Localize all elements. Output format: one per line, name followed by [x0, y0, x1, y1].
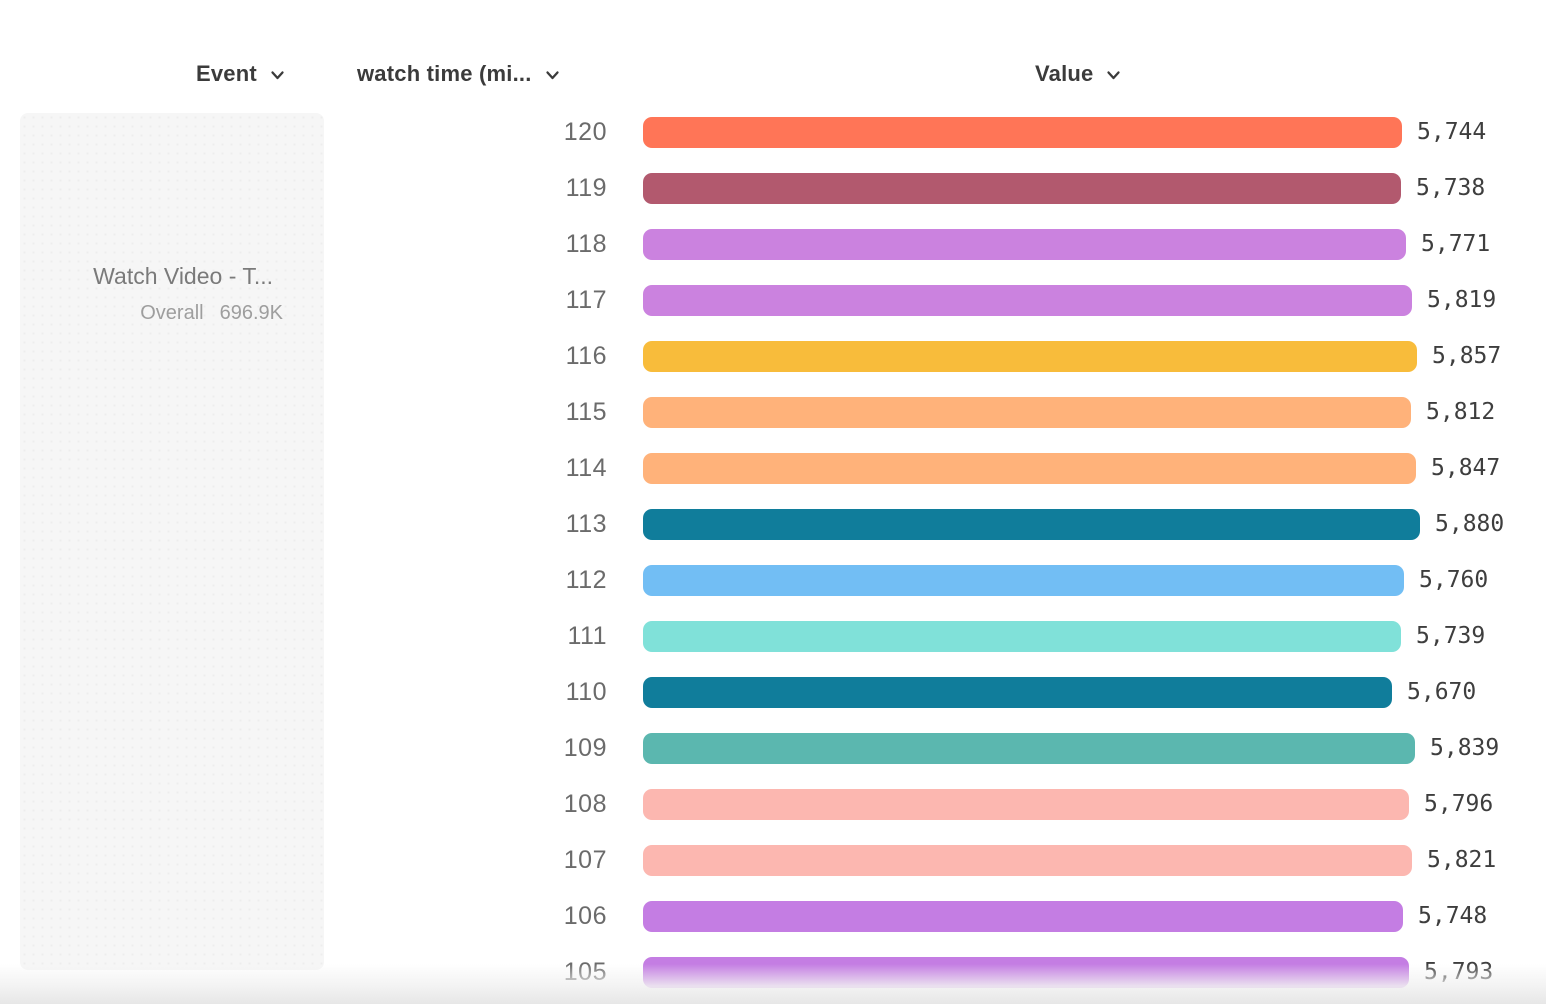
bar[interactable]	[643, 452, 1416, 484]
bar-row: 115 5,812	[0, 396, 1546, 428]
bar-row: 117 5,819	[0, 284, 1546, 316]
event-column-label: Event	[196, 61, 257, 86]
bar-row: 119 5,738	[0, 172, 1546, 204]
category-label: 115	[565, 397, 607, 426]
category-label: 107	[563, 845, 607, 874]
category-label: 108	[563, 789, 607, 818]
category-label: 106	[563, 901, 607, 930]
bar-row: 109 5,839	[0, 732, 1546, 764]
bar[interactable]	[643, 508, 1420, 540]
event-name[interactable]: Watch Video - T...	[93, 263, 273, 289]
bar[interactable]	[643, 732, 1415, 764]
bar-row: 111 5,739	[0, 620, 1546, 652]
bar-row: 108 5,796	[0, 788, 1546, 820]
bar[interactable]	[643, 564, 1404, 596]
value-label: 5,796	[1424, 790, 1494, 817]
value-label: 5,793	[1424, 958, 1494, 985]
event-column-header[interactable]: Event	[196, 58, 285, 90]
event-legend-panel: Watch Video - T... Overall 696.9K	[20, 113, 324, 970]
category-label: 114	[565, 453, 607, 482]
bar[interactable]	[643, 844, 1412, 876]
value-label: 5,670	[1407, 678, 1477, 705]
chevron-down-icon	[270, 68, 285, 83]
value-label: 5,738	[1416, 174, 1486, 201]
bar[interactable]	[643, 228, 1406, 260]
chevron-down-icon	[1106, 68, 1121, 83]
watch-time-column-header[interactable]: watch time (mi...	[357, 58, 560, 90]
value-label: 5,880	[1435, 510, 1505, 537]
value-label: 5,812	[1426, 398, 1496, 425]
value-label: 5,739	[1416, 622, 1486, 649]
value-label: 5,819	[1427, 286, 1497, 313]
value-label: 5,744	[1417, 118, 1487, 145]
overall-label: Overall	[140, 302, 204, 324]
category-label: 119	[565, 173, 607, 202]
bar-row: 110 5,670	[0, 676, 1546, 708]
bar-row: 114 5,847	[0, 452, 1546, 484]
bar-row: 106 5,748	[0, 900, 1546, 932]
bar[interactable]	[643, 788, 1409, 820]
bar-row: 107 5,821	[0, 844, 1546, 876]
bar-row: 105 5,793	[0, 956, 1546, 988]
overall-value: 696.9K	[219, 302, 283, 324]
bar[interactable]	[643, 116, 1402, 148]
bar[interactable]	[643, 900, 1403, 932]
category-label: 118	[565, 229, 607, 258]
bar[interactable]	[643, 172, 1401, 204]
bar[interactable]	[643, 284, 1412, 316]
bar-row: 118 5,771	[0, 228, 1546, 260]
bar[interactable]	[643, 340, 1417, 372]
value-column-header[interactable]: Value	[1035, 58, 1121, 90]
chevron-down-icon	[545, 68, 560, 83]
overall-summary: Overall 696.9K	[140, 302, 283, 325]
value-label: 5,771	[1421, 230, 1491, 257]
category-label: 117	[565, 285, 607, 314]
category-label: 116	[565, 341, 607, 370]
value-label: 5,857	[1432, 342, 1502, 369]
value-label: 5,748	[1418, 902, 1488, 929]
value-label: 5,839	[1430, 734, 1500, 761]
value-label: 5,821	[1427, 846, 1497, 873]
bar[interactable]	[643, 676, 1392, 708]
bar-row: 120 5,744	[0, 116, 1546, 148]
bar-row: 116 5,857	[0, 340, 1546, 372]
value-label: 5,760	[1419, 566, 1489, 593]
category-label: 120	[563, 117, 607, 146]
category-label: 105	[563, 957, 607, 986]
value-column-label: Value	[1035, 61, 1094, 86]
value-label: 5,847	[1431, 454, 1501, 481]
bar-row: 113 5,880	[0, 508, 1546, 540]
bar[interactable]	[643, 956, 1409, 988]
category-label: 113	[565, 509, 607, 538]
category-label: 109	[563, 733, 607, 762]
bar-row: 112 5,760	[0, 564, 1546, 596]
category-label: 112	[565, 565, 607, 594]
watch-time-column-label: watch time (mi...	[357, 61, 532, 86]
bar[interactable]	[643, 396, 1411, 428]
bar[interactable]	[643, 620, 1401, 652]
category-label: 110	[565, 677, 607, 706]
category-label: 111	[567, 621, 607, 650]
